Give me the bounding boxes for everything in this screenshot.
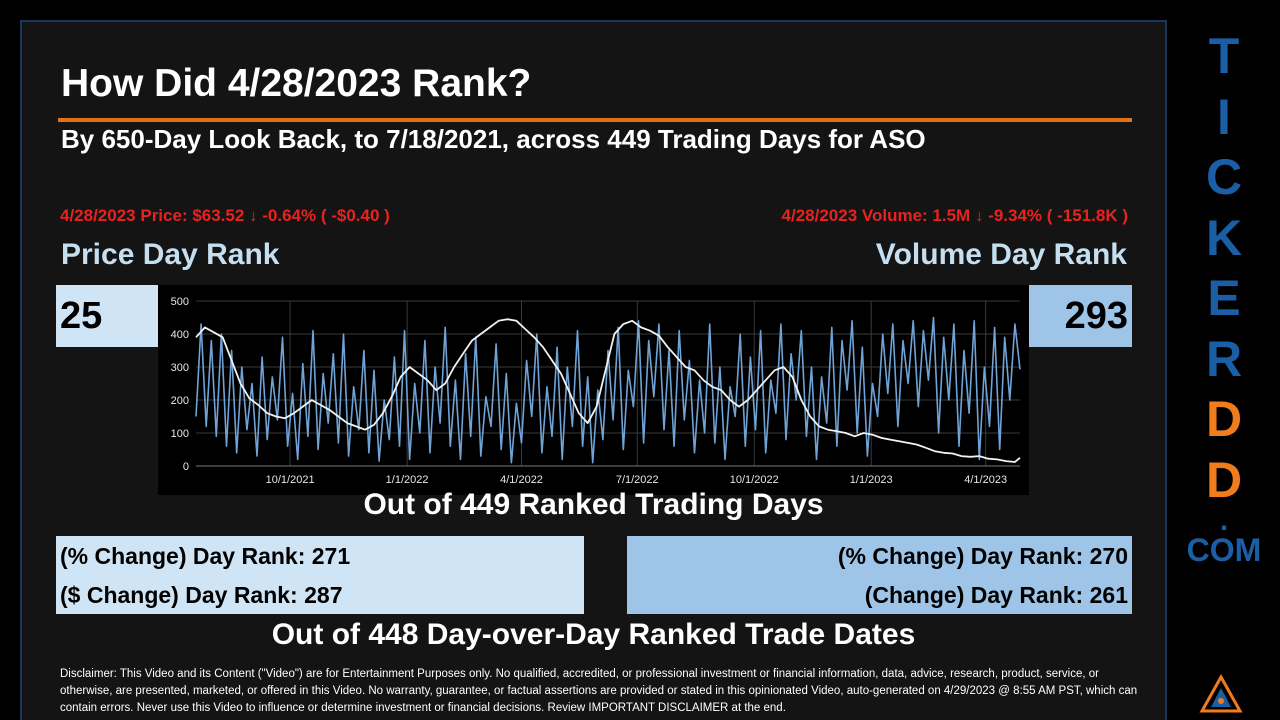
price-change-ranks: (% Change) Day Rank: 271 ($ Change) Day …	[56, 536, 584, 614]
title-divider	[58, 118, 1132, 122]
brand-letter: C	[1205, 149, 1243, 205]
volume-change-rank: (Change) Day Rank: 261	[864, 582, 1128, 608]
price-rank-series-line	[195, 318, 1021, 463]
volume-rank-series-line	[195, 316, 1021, 464]
volume-pct-change-rank: (% Change) Day Rank: 270	[837, 543, 1128, 569]
x-tick-label: 4/1/2023	[964, 474, 1007, 486]
volume-change-ranks: (% Change) Day Rank: 270 (Change) Day Ra…	[627, 536, 1132, 614]
x-tick-label: 7/1/2022	[616, 474, 659, 486]
brand-letter: D	[1205, 391, 1243, 447]
price-rank-value: 25	[60, 295, 103, 337]
y-tick-label: 500	[171, 296, 189, 308]
triangle-logo-icon	[1199, 674, 1243, 713]
brand-dot: .	[1219, 504, 1229, 537]
y-tick-label: 300	[171, 362, 189, 374]
x-tick-label: 10/1/2021	[266, 474, 315, 486]
price-rank-label: Price Day Rank	[61, 238, 280, 271]
rank-chart-svg: 0 100 200 300 400 500 10/1/2021 1/1/2022 4/1/202…	[171, 296, 1021, 486]
brand-letter: E	[1207, 270, 1241, 326]
x-tick-label: 1/1/2023	[850, 474, 893, 486]
volume-rank-value: 293	[1064, 295, 1128, 337]
price-dollar-change-rank: ($ Change) Day Rank: 287	[60, 582, 343, 608]
y-tick-label: 400	[171, 329, 189, 341]
x-tick-label: 10/1/2022	[730, 474, 779, 486]
page-title: How Did 4/28/2023 Rank?	[61, 62, 532, 105]
volume-summary: 4/28/2023 Volume: 1.5M ↓ -9.34% ( -151.8…	[781, 206, 1128, 225]
price-pct-change-rank: (% Change) Day Rank: 271	[60, 543, 351, 569]
x-tick-label: 1/1/2022	[386, 474, 429, 486]
brand-letter: R	[1205, 330, 1243, 387]
page-subtitle: By 650-Day Look Back, to 7/18/2021, acro…	[61, 124, 926, 154]
y-tick-label: 200	[171, 395, 189, 407]
brand-com: COM	[1186, 532, 1262, 568]
volume-rank-label: Volume Day Rank	[875, 238, 1127, 271]
brand-letter: T	[1208, 28, 1240, 84]
x-tick-label: 4/1/2022	[500, 474, 543, 486]
y-tick-label: 0	[183, 461, 189, 473]
ranked-days-caption: Out of 449 Ranked Trading Days	[363, 488, 824, 521]
brand-letter: K	[1205, 209, 1243, 266]
ranked-trade-dates-caption: Out of 448 Day-over-Day Ranked Trade Dat…	[271, 618, 916, 651]
disclaimer-text: Disclaimer: This Video and its Content (…	[60, 668, 1138, 714]
brand-letter: I	[1217, 88, 1231, 145]
brand-letter: D	[1205, 451, 1243, 508]
brand-vertical: T I C K E R D D . COM	[1184, 26, 1264, 568]
rank-chart: 0 100 200 300 400 500 10/1/2021 1/1/2022 4/1/202…	[158, 285, 1029, 495]
y-tick-label: 100	[171, 428, 189, 440]
price-summary: 4/28/2023 Price: $63.52 ↓ -0.64% ( -$0.4…	[60, 206, 390, 225]
